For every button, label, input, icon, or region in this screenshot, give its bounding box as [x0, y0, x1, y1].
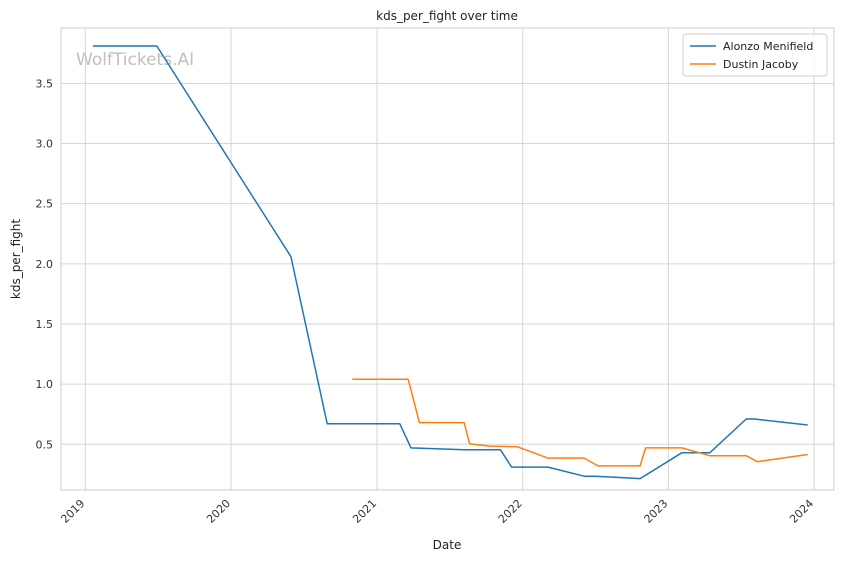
- grid: [61, 28, 834, 490]
- series-line-1: [352, 378, 808, 467]
- legend-box: [682, 33, 828, 77]
- y-tick-label: 3.0: [36, 138, 54, 151]
- watermark-text: WolfTickets.AI: [76, 50, 194, 70]
- series-line-0: [92, 45, 808, 480]
- legend-label-0: Alonzo Menifield: [723, 40, 813, 53]
- y-axis-label: kds_per_fight: [9, 219, 23, 300]
- legend-label-1: Dustin Jacoby: [723, 58, 799, 71]
- series-lines: [92, 45, 808, 480]
- legend: Alonzo Menifield Dustin Jacoby: [682, 33, 828, 77]
- x-axis-label: Date: [433, 538, 462, 552]
- y-tick-label: 3.5: [36, 77, 54, 90]
- y-tick-label: 0.5: [36, 438, 54, 451]
- y-tick-label: 1.0: [36, 378, 54, 391]
- chart-title: kds_per_fight over time: [376, 9, 518, 23]
- y-tick-label: 1.5: [36, 318, 54, 331]
- y-tick-label: 2.0: [36, 258, 54, 271]
- y-tick-label: 2.5: [36, 198, 54, 211]
- plot-area-frame: [60, 27, 835, 491]
